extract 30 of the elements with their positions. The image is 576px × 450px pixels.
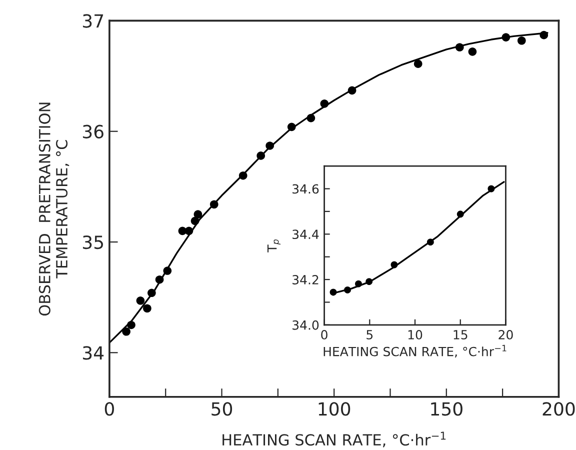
point (517, 36, 526, 45)
point (143, 304, 152, 313)
x-tick-label: 5 (366, 330, 373, 340)
x-tick-label: 15 (454, 330, 468, 340)
y-tick-label: 34 (82, 346, 104, 360)
y-tick-label: 37 (82, 14, 104, 28)
x-tick-label: 0 (104, 402, 114, 416)
x-tick-label: 100 (318, 402, 350, 416)
y-tick-label: 34.6 (292, 184, 319, 194)
point (136, 296, 145, 305)
x-tick-label: 150 (431, 402, 462, 416)
x-tick-label: 20 (498, 330, 513, 340)
point (122, 327, 130, 336)
x-tick-label: 0 (321, 330, 328, 340)
point (468, 48, 477, 56)
x-tick-label: 50 (212, 402, 232, 416)
y-axis-title: T$_{p}$ (267, 239, 280, 252)
x-axis-title: HEATING SCAN RATE, °C·hr$^{−1}$ (222, 432, 446, 448)
y-axis-title: OBSERVED PRETRANSITION TEMPERATURE, °C (38, 102, 70, 316)
y-tick-label: 36 (82, 124, 104, 138)
point (414, 60, 422, 68)
y-tick-label: 35 (82, 235, 103, 250)
y-tick-label: 34.4 (292, 230, 319, 240)
x-tick-label: 200 (542, 402, 575, 416)
x-axis-title: HEATING SCAN RATE, °C·hr$^{−1}$ (324, 344, 506, 358)
y-tick-label: 34.0 (292, 320, 319, 330)
y-tick-label: 34.2 (292, 274, 318, 284)
point (194, 210, 202, 218)
x-tick-label: 10 (408, 330, 422, 340)
line-series (109, 32, 548, 344)
